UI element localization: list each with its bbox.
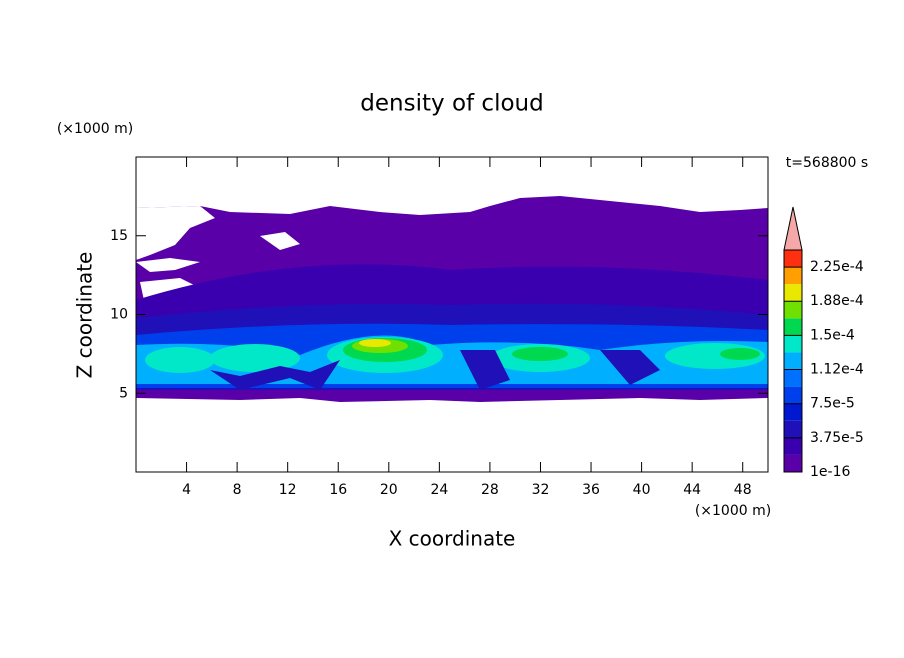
colorbar-band — [784, 267, 802, 285]
x-tick-label: 4 — [182, 482, 191, 498]
x-unit: (×1000 m) — [695, 503, 771, 519]
y-unit: (×1000 m) — [57, 121, 133, 137]
colorbar-tick-label: 7.5e-5 — [810, 396, 855, 412]
colorbar-band — [784, 420, 802, 438]
colorbar-band — [784, 437, 802, 455]
y-label: Z coordinate — [73, 252, 97, 379]
x-tick-label: 36 — [582, 482, 600, 498]
colorbar-tick-label: 1e-16 — [810, 464, 850, 480]
x-label: X coordinate — [389, 527, 516, 551]
colorbar-band — [784, 369, 802, 387]
x-tick-label: 28 — [481, 482, 499, 498]
colorbar-band — [784, 352, 802, 370]
x-tick-label: 12 — [279, 482, 297, 498]
colorbar-band — [784, 335, 802, 353]
y-tick-label: 10 — [110, 307, 128, 323]
colorbar-band — [784, 386, 802, 404]
chart-title: density of cloud — [360, 91, 543, 117]
colorbar-tick-label: 1.12e-4 — [810, 362, 864, 378]
x-tick-label: 8 — [233, 482, 242, 498]
x-tick-label: 20 — [380, 482, 398, 498]
x-tick-label: 40 — [633, 482, 651, 498]
colorbar-band — [784, 284, 802, 302]
x-tick-label: 48 — [734, 482, 752, 498]
colorbar-band — [784, 301, 802, 319]
colorbar-tick-label: 1.5e-4 — [810, 327, 855, 343]
x-tick-label: 32 — [532, 482, 550, 498]
colorbar-band — [784, 250, 802, 268]
colorbar-tick-label: 2.25e-4 — [810, 259, 864, 275]
colorbar-extend — [783, 206, 803, 251]
x-tick-label: 16 — [329, 482, 347, 498]
colorbar-band — [784, 454, 802, 472]
colorbar-tick-label: 3.75e-5 — [810, 430, 864, 446]
x-tick-label: 24 — [430, 482, 448, 498]
y-tick-label: 5 — [119, 385, 128, 401]
colorbar-band — [784, 403, 802, 421]
y-tick-label: 15 — [110, 228, 128, 244]
colorbar-tick-label: 1.88e-4 — [810, 293, 864, 309]
time-label: t=568800 s — [786, 155, 868, 171]
x-tick-label: 44 — [683, 482, 701, 498]
contour-field — [136, 196, 768, 402]
colorbar-band — [784, 318, 802, 336]
